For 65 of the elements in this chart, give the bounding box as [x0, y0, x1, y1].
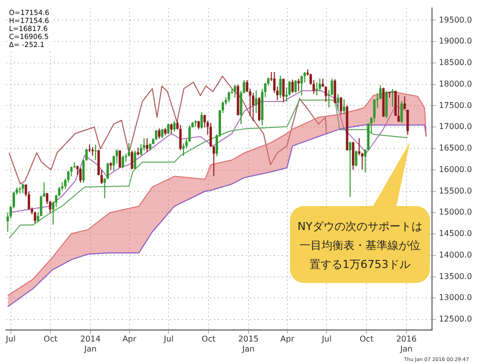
y-tick-label: 17500.0	[438, 100, 472, 110]
candlestick	[142, 138, 146, 152]
candlestick	[297, 78, 300, 92]
candlestick	[316, 82, 318, 96]
candlestick	[179, 124, 182, 151]
y-tick-label: 12500.0	[438, 314, 472, 324]
candlestick	[406, 109, 409, 136]
y-tick-label: 19500.0	[438, 15, 472, 24]
x-tick-label: 2015 Jan	[238, 334, 259, 354]
candlestick	[167, 123, 170, 134]
candlestick	[200, 112, 203, 130]
candlestick	[258, 96, 260, 122]
x-tick-label: Apr	[122, 334, 137, 344]
x-tick-label: Oct	[202, 334, 216, 344]
x-tick-label: Jul	[320, 334, 332, 344]
candlestick	[294, 80, 297, 94]
y-tick-label: 18500.0	[438, 58, 472, 68]
candlestick	[318, 78, 322, 92]
candlestick	[182, 142, 185, 156]
candlestick	[354, 150, 358, 167]
candlestick	[158, 128, 160, 140]
candlestick	[279, 75, 282, 99]
candlestick	[352, 141, 354, 170]
x-tick-label: Jul	[4, 334, 16, 344]
candlestick	[400, 100, 403, 124]
y-tick-label: 14000.0	[438, 250, 472, 260]
y-tick-label: 19000.0	[438, 36, 472, 46]
y-tick-label: 13500.0	[438, 272, 472, 281]
y-tick-label: 16000.0	[438, 164, 472, 174]
candlestick	[154, 130, 158, 140]
candlestick	[116, 148, 118, 164]
y-tick-label: 16500.0	[438, 144, 472, 153]
candlestick	[228, 91, 230, 103]
y-tick-label: 15500.0	[438, 186, 472, 196]
candlestick	[146, 138, 148, 152]
y-tick-label: 14500.0	[438, 229, 472, 238]
candlestick	[94, 144, 97, 161]
candlestick	[397, 94, 400, 122]
x-tick-label: Apr	[280, 334, 295, 344]
candlestick	[252, 92, 254, 122]
candlestick	[170, 123, 173, 134]
y-tick-label: 13000.0	[438, 293, 472, 302]
x-tick-label: Oct	[360, 334, 374, 344]
y-tick-label: 17000.0	[438, 122, 472, 132]
candlestick	[342, 98, 346, 115]
y-tick-label: 18000.0	[438, 79, 472, 88]
candlestick	[303, 71, 306, 84]
candlestick	[106, 162, 109, 180]
x-tick-label: Jul	[162, 334, 174, 344]
candlestick	[254, 90, 258, 114]
y-tick-label: 15000.0	[438, 208, 472, 217]
x-tick-label: 2016 Jan	[396, 334, 417, 354]
candlestick	[173, 120, 176, 132]
candlestick	[364, 148, 366, 173]
candlestick	[122, 154, 124, 169]
candlestick	[300, 75, 303, 96]
annotation: NYダウの次のサポートは一目均衡表・基準線が位置する1万6753ドル	[296, 218, 424, 272]
candlestick	[403, 96, 406, 110]
x-tick-label: Oct	[44, 334, 58, 344]
candlestick	[22, 183, 24, 194]
candlestick	[161, 128, 164, 139]
candlestick	[118, 150, 122, 169]
candlestick	[79, 167, 82, 184]
candlestick	[348, 141, 352, 198]
x-tick-label: 2014 Jan	[80, 334, 101, 354]
